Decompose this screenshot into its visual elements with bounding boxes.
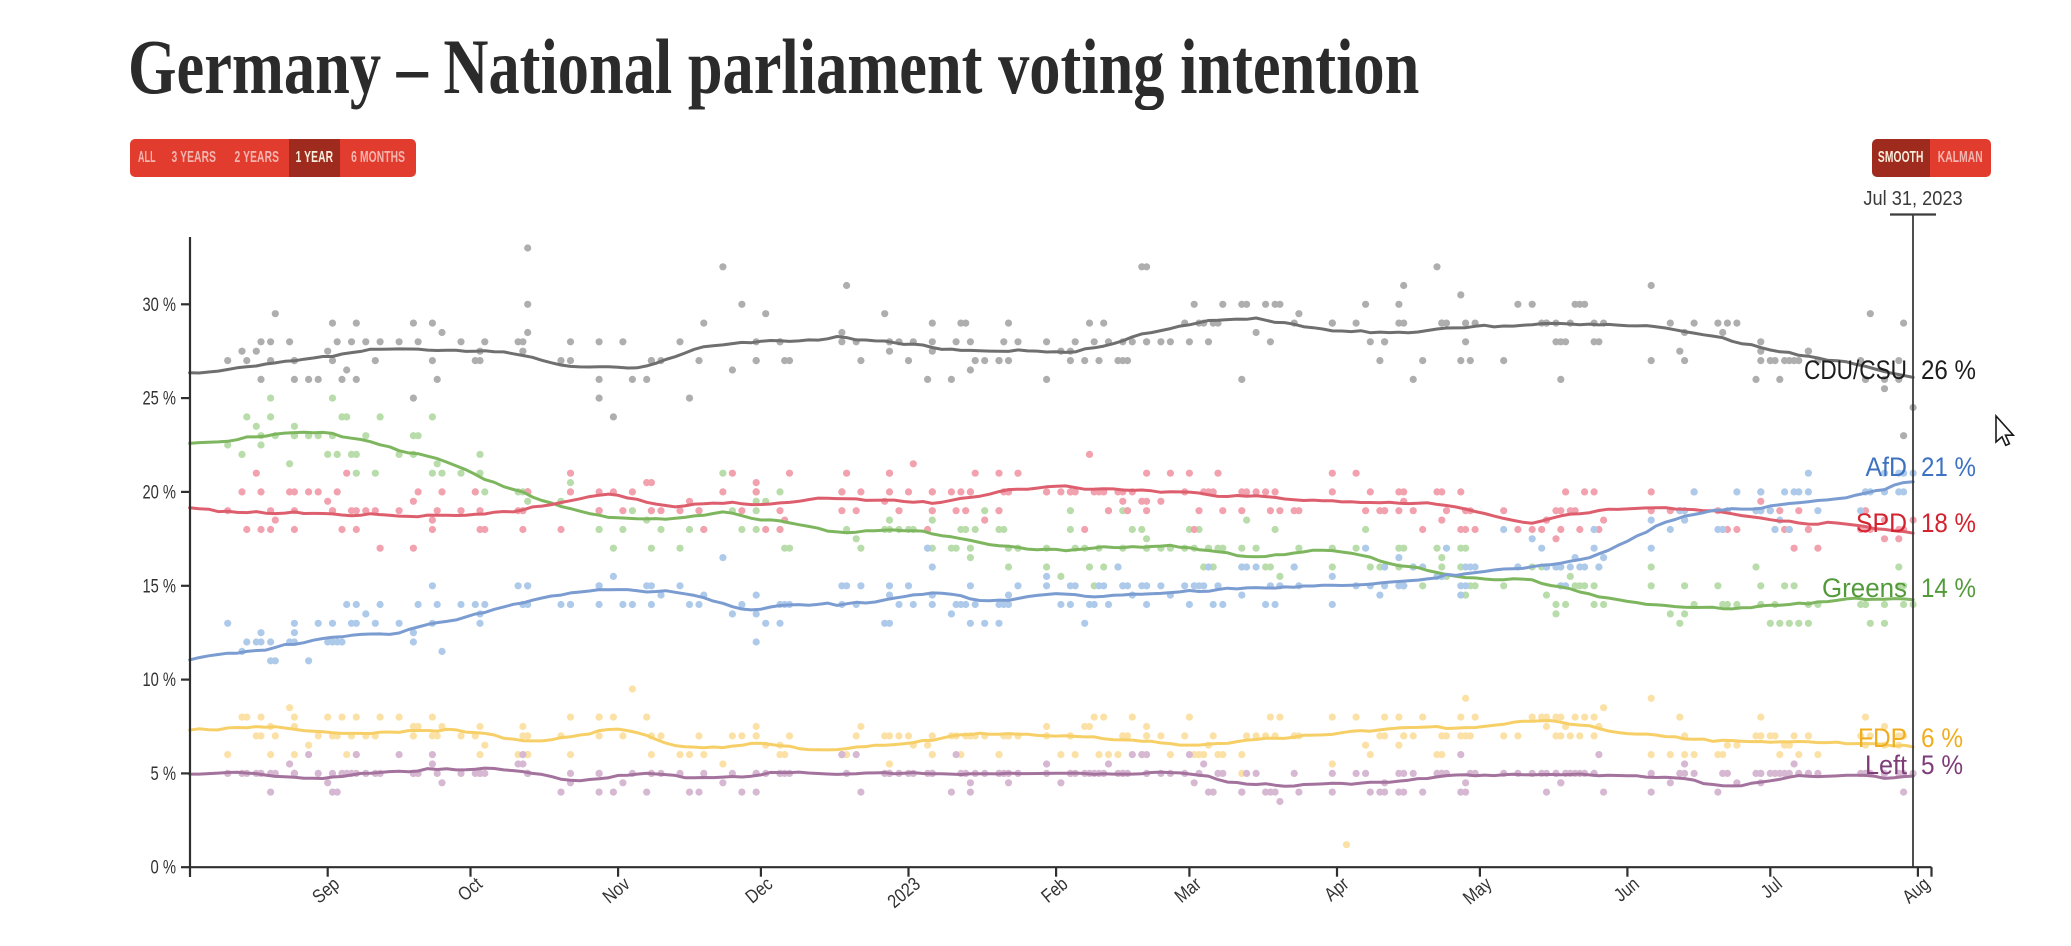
svg-text:20 %: 20 % [143, 482, 177, 503]
svg-text:CDU/CSU: CDU/CSU [1804, 355, 1907, 385]
svg-text:Sep: Sep [309, 874, 344, 908]
svg-text:Dec: Dec [742, 874, 777, 908]
svg-text:Jul: Jul [1757, 874, 1786, 903]
svg-text:Aug: Aug [1899, 874, 1934, 908]
svg-text:5 %: 5 % [151, 764, 177, 785]
svg-text:15 %: 15 % [143, 576, 177, 597]
svg-text:May: May [1459, 873, 1496, 909]
svg-text:18 %: 18 % [1921, 508, 1976, 538]
svg-text:30 %: 30 % [143, 295, 177, 316]
svg-text:SPD: SPD [1856, 508, 1907, 538]
svg-text:Apr: Apr [1321, 873, 1354, 905]
svg-text:25 %: 25 % [143, 389, 177, 410]
svg-text:Mar: Mar [1171, 873, 1206, 907]
svg-text:6 %: 6 % [1921, 723, 1963, 753]
svg-text:Left: Left [1865, 750, 1907, 780]
svg-text:AfD: AfD [1866, 452, 1908, 482]
svg-text:Greens: Greens [1822, 573, 1907, 603]
svg-text:14 %: 14 % [1921, 573, 1976, 603]
svg-text:Nov: Nov [599, 873, 635, 908]
svg-text:5 %: 5 % [1921, 750, 1963, 780]
svg-text:21 %: 21 % [1921, 452, 1976, 482]
svg-text:Oct: Oct [454, 873, 487, 905]
svg-text:Feb: Feb [1038, 874, 1073, 908]
svg-text:26 %: 26 % [1921, 355, 1976, 385]
svg-text:10 %: 10 % [143, 670, 177, 691]
svg-text:2023: 2023 [884, 874, 925, 913]
svg-text:Jun: Jun [1610, 874, 1643, 907]
svg-text:FDP: FDP [1858, 723, 1907, 753]
svg-text:0 %: 0 % [151, 858, 177, 879]
